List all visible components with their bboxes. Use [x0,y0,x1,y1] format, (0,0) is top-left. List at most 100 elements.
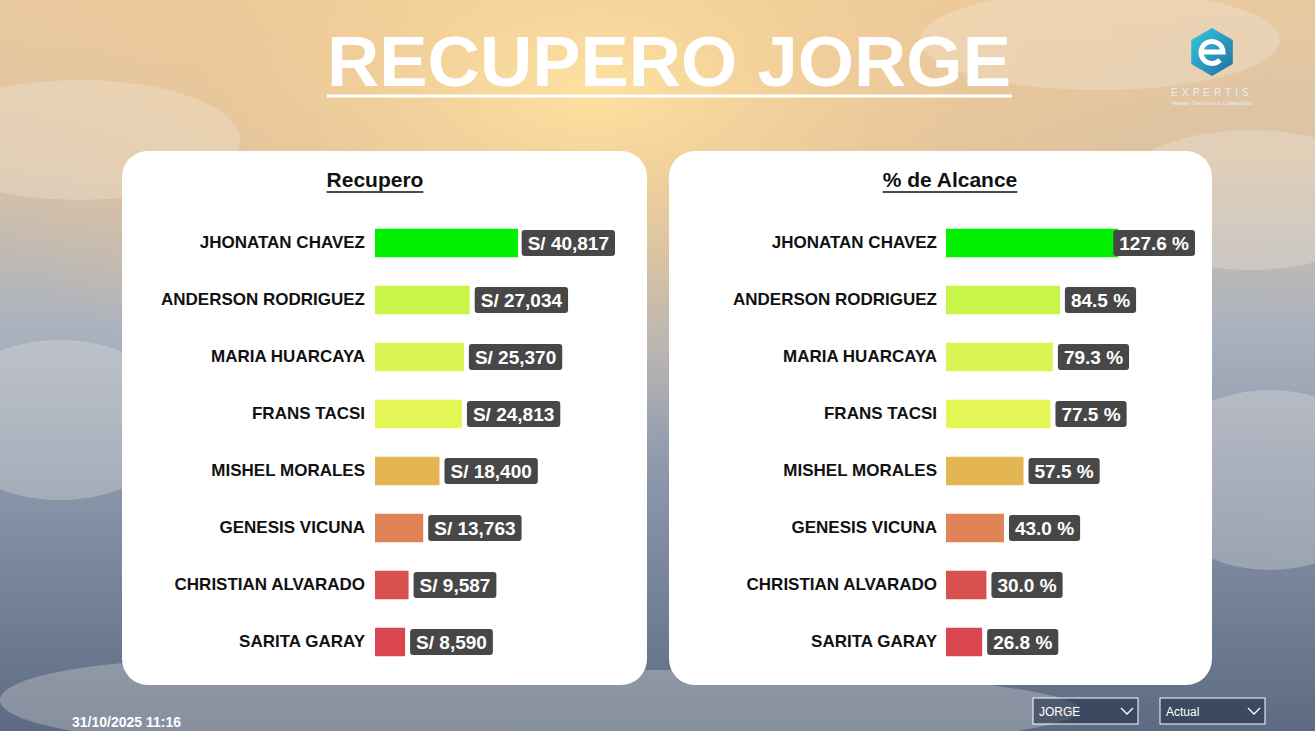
data-label: 30.0 % [991,572,1062,598]
bar [375,400,462,429]
data-label-background [410,629,493,655]
data-label: 26.8 % [987,629,1058,655]
data-label: 84.5 % [1065,287,1136,313]
data-label-text: S/ 8,590 [416,632,487,653]
bar [375,343,464,372]
data-label: S/ 27,034 [475,287,568,313]
chart-title: % de Alcance [883,168,1018,191]
bar [946,571,986,600]
data-label: 57.5 % [1029,458,1100,484]
category-axis: JHONATAN CHAVEZ ANDERSON RODRIGUEZ MARIA H… [161,215,369,671]
data-label-text: S/ 27,034 [481,290,563,311]
data-label-text: 77.5 % [1061,404,1120,425]
tick: MARIA HUARCAYA [783,347,940,366]
tick: FRANS TACSI [252,404,368,423]
data-label-text: S/ 24,813 [473,404,554,425]
dropdown-chevron[interactable] [1121,708,1133,714]
timestamp: 31/10/2025 11:16 [72,714,181,730]
data-label: S/ 40,817 [522,230,615,256]
tick: ANDERSON RODRIGUEZ [733,290,940,309]
tick: ANDERSON RODRIGUEZ [161,290,368,309]
data-label-background [475,287,568,313]
tick: MARIA HUARCAYA [211,347,368,366]
bar [375,229,518,258]
logo: EXPERTISMaster Services & Collections [1171,28,1252,106]
bar [375,457,439,486]
bar [375,514,423,543]
dropdown-value[interactable]: Actual [1166,705,1199,719]
category-label: MISHEL MORALES [211,461,365,480]
bar [946,229,1118,258]
bar [946,286,1060,315]
bar [946,343,1053,372]
data-label: 77.5 % [1055,401,1126,427]
data-label-text: S/ 13,763 [434,518,515,539]
data-label-background [414,572,497,598]
dropdown-value[interactable]: JORGE [1039,705,1080,719]
category-label: CHRISTIAN ALVARADO [175,575,365,594]
clouds [0,0,1315,731]
data-label: S/ 8,590 [410,629,493,655]
data-label-background [991,572,1062,598]
data-label-background [469,344,562,370]
page: RECUPERO JORGE EXPERTISMaster Services & … [0,0,1315,731]
tick: GENESIS VICUNA [792,518,940,537]
tick: MISHEL MORALES [211,461,368,480]
data-label: 79.3 % [1058,344,1129,370]
data-label-background [522,230,615,256]
title-underline [327,95,1012,98]
chart-title: Recupero [327,168,424,191]
data-label: S/ 13,763 [428,515,521,541]
data-label: 127.6 % [1113,230,1195,256]
data-label-text: 26.8 % [993,632,1052,653]
data-label-text: 79.3 % [1064,347,1123,368]
chart-title-underline [883,191,1018,193]
filter-dropdown[interactable]: JORGE [1033,698,1138,724]
data-label-text: 127.6 % [1119,233,1189,254]
category-label: ANDERSON RODRIGUEZ [733,290,937,309]
data-label: S/ 9,587 [414,572,497,598]
data-label-text: S/ 25,370 [475,347,556,368]
dropdown-box[interactable] [1033,698,1138,724]
data-labels: 127.6 % 84.5 % 79.3 % 77.5 % 57.5 % 43.0 % 30.… [987,230,1195,655]
page-title: RECUPERO JORGE [327,23,1011,101]
bar [946,400,1050,429]
category-label: JHONATAN CHAVEZ [200,233,365,252]
data-label-text: 84.5 % [1071,290,1130,311]
category-label: SARITA GARAY [239,632,366,651]
data-label-background [444,458,537,484]
data-label-background [428,515,521,541]
filter-dropdown[interactable]: Actual [1160,698,1265,724]
category-label: ANDERSON RODRIGUEZ [161,290,365,309]
data-label: 43.0 % [1009,515,1080,541]
logo-mark [1201,41,1223,63]
chart-panel [122,151,647,685]
chart: Recupero JHONATAN CHAVEZ ANDERSON RODRIGUE… [122,151,647,685]
data-label: S/ 18,400 [444,458,537,484]
dropdown-chevron[interactable] [1248,708,1260,714]
dropdown-box[interactable] [1160,698,1265,724]
logo-hexagon [1191,28,1233,76]
data-label-text: 57.5 % [1035,461,1094,482]
chart: % de AlcanceJHONATAN CHAVEZANDERSON RODR… [669,151,1212,685]
data-label-background [467,401,560,427]
data-label-background [1009,515,1080,541]
data-label-text: 30.0 % [997,575,1056,596]
tick: CHRISTIAN ALVARADO [747,575,940,594]
bar [946,628,982,657]
data-label-background [1029,458,1100,484]
tick: GENESIS VICUNA [220,518,368,537]
tick: MISHEL MORALES [783,461,940,480]
category-label: GENESIS VICUNA [792,518,937,537]
data-label-background [1113,230,1195,256]
chart-panel [669,151,1212,685]
bar [375,628,405,657]
category-label: FRANS TACSI [824,404,937,423]
data-label-background [1055,401,1126,427]
category-label: MARIA HUARCAYA [211,347,365,366]
axis-line [940,215,941,671]
category-label: FRANS TACSI [252,404,365,423]
category-label: GENESIS VICUNA [220,518,365,537]
tick: CHRISTIAN ALVARADO [175,575,368,594]
data-label-text: S/ 18,400 [450,461,531,482]
